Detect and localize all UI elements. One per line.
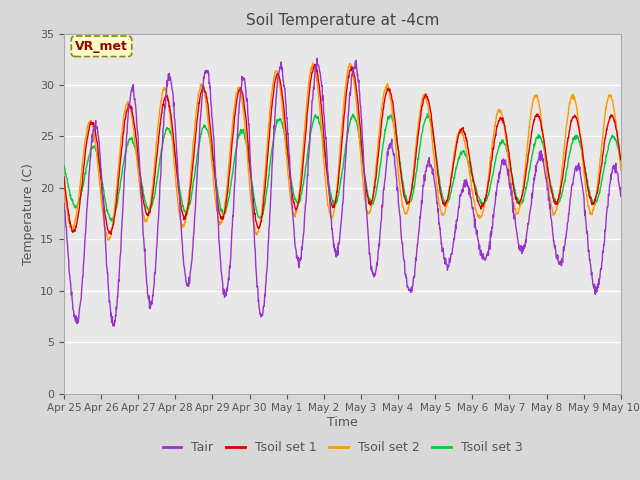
Y-axis label: Temperature (C): Temperature (C)	[22, 163, 35, 264]
Text: VR_met: VR_met	[75, 40, 128, 53]
Title: Soil Temperature at -4cm: Soil Temperature at -4cm	[246, 13, 439, 28]
Legend: Tair, Tsoil set 1, Tsoil set 2, Tsoil set 3: Tair, Tsoil set 1, Tsoil set 2, Tsoil se…	[157, 436, 527, 459]
X-axis label: Time: Time	[327, 416, 358, 429]
